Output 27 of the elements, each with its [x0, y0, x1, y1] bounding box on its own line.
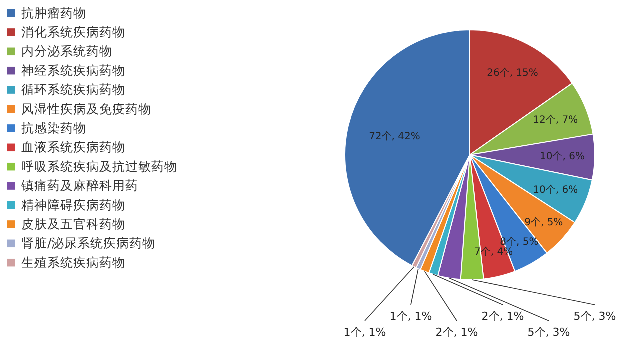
data-label: 5个, 3% [574, 310, 616, 323]
data-label: 2个, 1% [436, 326, 478, 339]
legend-label: 精神障碍疾病药物 [22, 197, 126, 212]
legend-label: 生殖系统疾病药物 [22, 254, 126, 270]
data-label: 12个, 7% [533, 114, 578, 126]
data-label: 10个, 6% [533, 184, 578, 196]
legend-label: 血液系统疾病药物 [22, 140, 126, 155]
legend-label: 肾脏/泌尿系统疾病药物 [22, 236, 156, 251]
data-label: 2个, 1% [482, 310, 524, 323]
data-label: 10个, 6% [540, 150, 585, 163]
legend-label: 抗肿瘤药物 [22, 5, 86, 20]
data-label: 5个, 3% [528, 326, 570, 339]
legend-label: 风湿性疾病及免疫药物 [22, 101, 152, 116]
legend-label: 镇痛药及麻醉科用药 [20, 178, 138, 194]
data-label: 72个, 42% [369, 130, 420, 143]
legend-label: 内分泌系统药物 [22, 44, 112, 59]
legend-label: 循环系统疾病药物 [22, 82, 126, 98]
legend-label: 抗感染药物 [22, 120, 86, 136]
data-label: 9个, 5% [524, 216, 564, 228]
data-label: 8个, 5% [500, 236, 539, 248]
data-label: 1个, 1% [390, 310, 432, 323]
legend-label: 皮肤及五官科药物 [22, 216, 126, 232]
legend-label: 呼吸系统疾病及抗过敏药物 [22, 158, 178, 174]
data-label: 1个, 1% [344, 326, 386, 339]
legend-label: 消化系统疾病药物 [22, 24, 126, 40]
data-label: 26个, 15% [487, 66, 538, 79]
legend-label: 神经系统疾病药物 [22, 62, 126, 78]
